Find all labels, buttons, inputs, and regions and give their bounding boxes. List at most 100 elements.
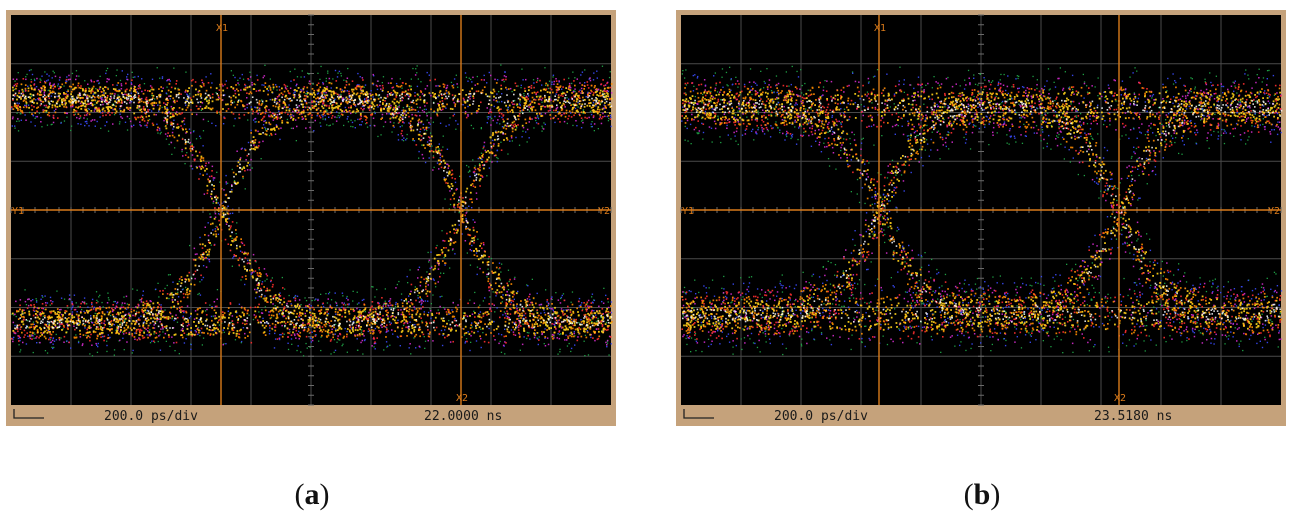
density-dot: [499, 116, 501, 118]
density-dot: [317, 300, 319, 302]
density-dot: [51, 124, 52, 125]
density-dot: [187, 325, 189, 327]
density-dot: [129, 102, 131, 104]
density-dot: [598, 328, 600, 330]
density-dot: [501, 149, 503, 151]
density-dot: [424, 147, 426, 149]
density-dot: [147, 111, 149, 113]
density-dot: [479, 305, 480, 306]
density-dot: [236, 88, 238, 90]
density-dot: [335, 329, 336, 330]
density-dot: [343, 307, 345, 309]
density-dot: [588, 117, 590, 119]
density-dot: [523, 336, 524, 337]
density-dot: [53, 122, 55, 124]
density-dot: [393, 122, 394, 123]
density-dot: [506, 89, 507, 90]
density-dot: [262, 281, 263, 282]
density-dot: [36, 301, 37, 302]
density-dot: [86, 114, 88, 116]
density-dot: [385, 336, 387, 338]
density-dot: [419, 267, 420, 268]
density-dot: [593, 92, 595, 94]
density-dot: [592, 294, 593, 295]
density-dot: [303, 355, 304, 356]
density-dot: [430, 117, 432, 119]
density-dot: [579, 305, 580, 306]
density-dot: [199, 335, 200, 336]
density-dot: [122, 302, 124, 304]
density-dot: [134, 117, 136, 119]
density-dot: [167, 102, 169, 104]
density-dot: [191, 344, 192, 345]
density-dot: [188, 324, 190, 326]
density-dot: [565, 116, 567, 118]
density-dot: [111, 308, 113, 310]
density-dot: [181, 306, 183, 308]
density-dot: [72, 314, 74, 316]
density-dot: [30, 300, 32, 302]
density-dot: [361, 329, 362, 330]
density-dot: [211, 307, 213, 309]
density-dot: [586, 310, 588, 312]
density-dot: [441, 167, 443, 169]
density-dot: [415, 114, 417, 116]
density-dot: [131, 93, 132, 94]
density-dot: [31, 69, 32, 70]
density-dot: [498, 91, 499, 92]
density-dot: [448, 167, 450, 169]
density-dot: [465, 207, 466, 208]
density-dot: [112, 123, 114, 125]
density-dot: [329, 78, 331, 80]
density-dot: [455, 129, 456, 130]
density-dot: [256, 75, 257, 76]
density-dot: [384, 100, 386, 102]
density-dot: [462, 197, 464, 199]
density-dot: [406, 138, 407, 139]
density-dot: [318, 83, 320, 85]
density-dot: [23, 78, 25, 80]
density-dot: [416, 144, 418, 146]
density-dot: [270, 99, 271, 100]
density-dot: [267, 94, 269, 96]
density-dot: [329, 105, 331, 107]
density-dot: [322, 303, 324, 305]
density-dot: [409, 322, 410, 323]
density-dot: [474, 316, 476, 318]
density-dot: [84, 312, 86, 314]
density-dot: [425, 300, 426, 301]
density-dot: [392, 333, 393, 334]
density-dot: [394, 98, 396, 100]
density-dot: [213, 179, 214, 180]
density-dot: [425, 128, 427, 130]
density-dot: [295, 300, 297, 302]
density-dot: [77, 85, 79, 87]
density-dot: [275, 305, 276, 306]
density-dot: [237, 82, 239, 84]
density-dot: [370, 90, 371, 91]
density-dot: [429, 333, 431, 335]
density-dot: [185, 338, 186, 339]
density-dot: [407, 323, 409, 325]
density-dot: [553, 84, 555, 86]
density-dot: [411, 109, 413, 111]
density-dot: [279, 101, 281, 103]
density-dot: [185, 287, 186, 288]
density-dot: [87, 335, 89, 337]
density-dot: [523, 109, 525, 111]
density-dot: [253, 254, 255, 256]
density-dot: [311, 101, 313, 103]
density-dot: [417, 277, 419, 279]
density-dot: [115, 106, 117, 108]
density-dot: [467, 114, 469, 116]
density-dot: [194, 160, 196, 162]
density-dot: [400, 126, 401, 127]
density-dot: [19, 351, 20, 352]
density-dot: [168, 90, 170, 92]
density-dot: [385, 326, 387, 328]
density-dot: [339, 71, 340, 72]
density-dot: [107, 302, 109, 304]
density-dot: [60, 122, 61, 123]
density-dot: [559, 121, 561, 123]
density-dot: [591, 311, 593, 313]
